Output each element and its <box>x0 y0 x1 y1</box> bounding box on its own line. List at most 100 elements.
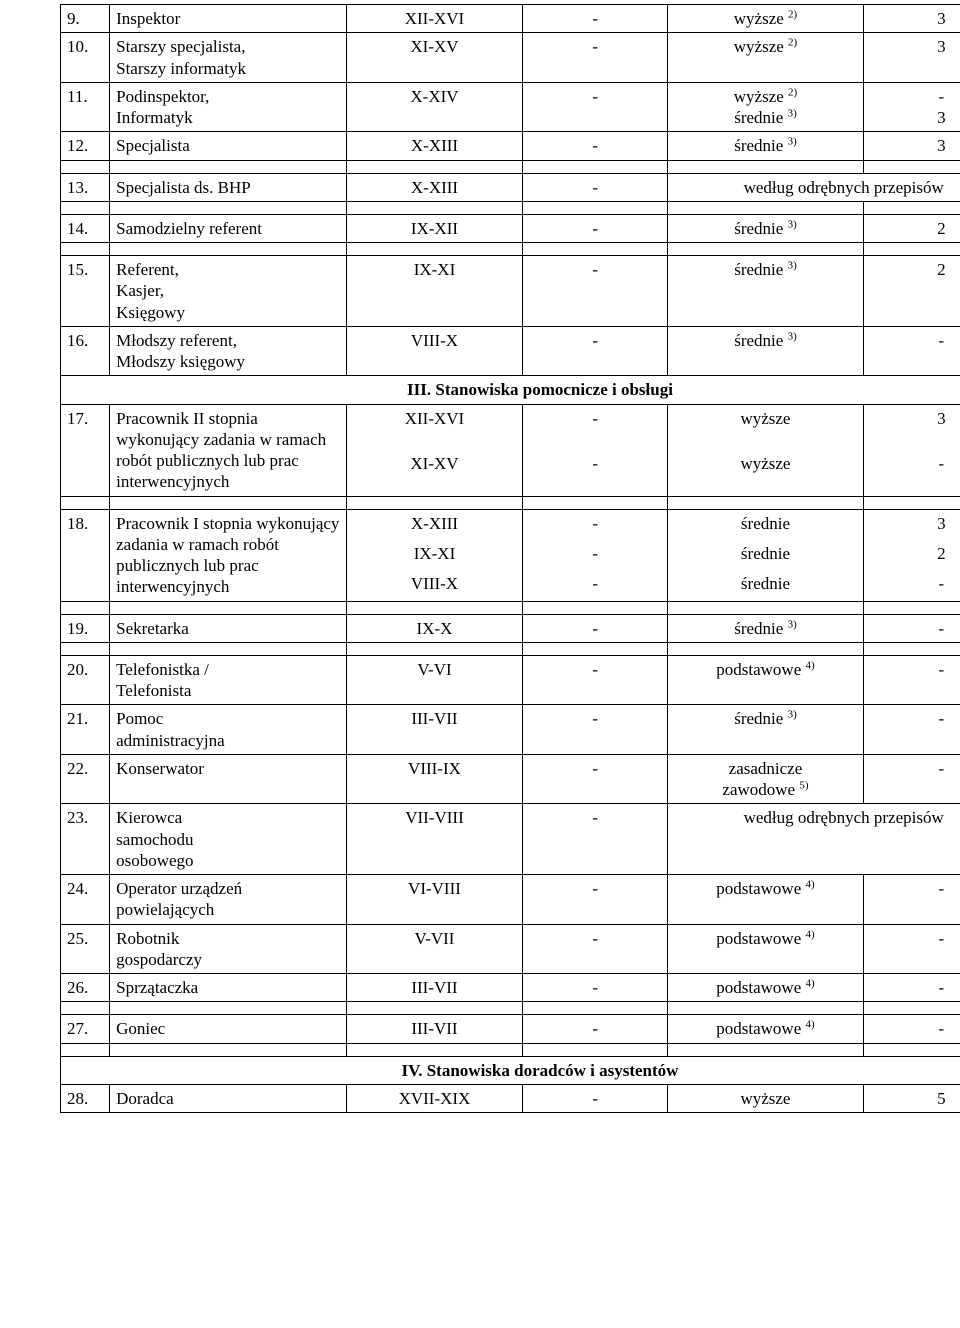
years: - <box>863 570 960 601</box>
category: III-VII <box>346 974 522 1002</box>
section-title: III. Stanowiska pomocnicze i obsługi <box>61 376 960 404</box>
position-name: Telefonistka /Telefonista <box>110 655 347 705</box>
category: VIII-X <box>346 326 522 376</box>
row-number: 26. <box>61 974 110 1002</box>
positions-table: 9. Inspektor XII-XVI - wyższe 2) 3 10. S… <box>60 4 960 1113</box>
table-row: 16. Młodszy referent,Młodszy księgowy VI… <box>61 326 960 376</box>
row-number: 25. <box>61 924 110 974</box>
dash: - <box>523 655 668 705</box>
dash: - <box>523 82 668 132</box>
dash: - <box>523 256 668 327</box>
row-number: 14. <box>61 214 110 242</box>
category: VI-VIII <box>346 875 522 925</box>
table-row: 11. Podinspektor,Informatyk X-XIV - wyżs… <box>61 82 960 132</box>
table-row: 26. Sprzątaczka III-VII - podstawowe 4) … <box>61 974 960 1002</box>
dash: - <box>523 450 668 496</box>
category: IX-XII <box>346 214 522 242</box>
position-name: Pracownik II stopnia wykonujący zadania … <box>110 404 347 496</box>
position-name: Doradca <box>110 1084 347 1112</box>
position-name: Kierowcasamochoduosobowego <box>110 804 347 875</box>
row-number: 19. <box>61 614 110 642</box>
years: 3 <box>863 33 960 83</box>
dash: - <box>523 804 668 875</box>
position-name: Pracownik I stopnia wykonujący zadania w… <box>110 509 347 601</box>
dash: - <box>523 1084 668 1112</box>
position-name: Pomocadministracyjna <box>110 705 347 755</box>
years: 3 <box>863 132 960 160</box>
education: według odrębnych przepisów <box>668 173 960 201</box>
row-number: 23. <box>61 804 110 875</box>
table-row: 17. Pracownik II stopnia wykonujący zada… <box>61 404 960 450</box>
row-number: 13. <box>61 173 110 201</box>
years: - <box>863 754 960 804</box>
education: średnie 3) <box>668 132 863 160</box>
category: XI-XV <box>346 450 522 496</box>
row-number: 10. <box>61 33 110 83</box>
section-header: III. Stanowiska pomocnicze i obsługi <box>61 376 960 404</box>
row-number: 9. <box>61 5 110 33</box>
education: średnie <box>668 540 863 570</box>
position-name: Samodzielny referent <box>110 214 347 242</box>
dash: - <box>523 754 668 804</box>
education: wyższe <box>668 1084 863 1112</box>
category: VIII-IX <box>346 754 522 804</box>
dash: - <box>523 540 668 570</box>
dash: - <box>523 974 668 1002</box>
position-name: Sekretarka <box>110 614 347 642</box>
years: 2 <box>863 540 960 570</box>
position-name: Robotnikgospodarczy <box>110 924 347 974</box>
education: wyższe <box>668 404 863 450</box>
dash: - <box>523 33 668 83</box>
years: - <box>863 326 960 376</box>
row-number: 15. <box>61 256 110 327</box>
row-number: 16. <box>61 326 110 376</box>
dash: - <box>523 326 668 376</box>
table-row: 22. Konserwator VIII-IX - zasadniczezawo… <box>61 754 960 804</box>
spacer-row <box>61 160 960 173</box>
years: - <box>863 450 960 496</box>
years: - <box>863 705 960 755</box>
education: średnie 3) <box>668 214 863 242</box>
category: XI-XV <box>346 33 522 83</box>
row-number: 24. <box>61 875 110 925</box>
table-row: 13. Specjalista ds. BHP X-XIII - według … <box>61 173 960 201</box>
education: zasadniczezawodowe 5) <box>668 754 863 804</box>
years: - <box>863 875 960 925</box>
position-name: Młodszy referent,Młodszy księgowy <box>110 326 347 376</box>
category: V-VII <box>346 924 522 974</box>
education: wyższe 2) <box>668 33 863 83</box>
category: III-VII <box>346 1015 522 1043</box>
position-name: Specjalista ds. BHP <box>110 173 347 201</box>
row-number: 11. <box>61 82 110 132</box>
education: średnie 3) <box>668 614 863 642</box>
years: 5 <box>863 1084 960 1112</box>
position-name: Podinspektor,Informatyk <box>110 82 347 132</box>
position-name: Referent,Kasjer,Księgowy <box>110 256 347 327</box>
position-name: Inspektor <box>110 5 347 33</box>
years: - <box>863 924 960 974</box>
education: podstawowe 4) <box>668 974 863 1002</box>
row-number: 27. <box>61 1015 110 1043</box>
spacer-row <box>61 1002 960 1015</box>
dash: - <box>523 404 668 450</box>
education: średnie 3) <box>668 326 863 376</box>
dash: - <box>523 509 668 540</box>
years: - <box>863 974 960 1002</box>
years: 3 <box>863 5 960 33</box>
education: wyższe <box>668 450 863 496</box>
education: średnie 3) <box>668 705 863 755</box>
education: średnie <box>668 570 863 601</box>
years: - <box>863 614 960 642</box>
category: VII-VIII <box>346 804 522 875</box>
years: -3 <box>863 82 960 132</box>
dash: - <box>523 570 668 601</box>
table-row: 10. Starszy specjalista,Starszy informat… <box>61 33 960 83</box>
category: XII-XVI <box>346 404 522 450</box>
category: X-XIII <box>346 132 522 160</box>
table-row: 12. Specjalista X-XIII - średnie 3) 3 <box>61 132 960 160</box>
table-row: 19. Sekretarka IX-X - średnie 3) - <box>61 614 960 642</box>
row-number: 28. <box>61 1084 110 1112</box>
category: IX-XI <box>346 256 522 327</box>
spacer-row <box>61 201 960 214</box>
table-row: 25. Robotnikgospodarczy V-VII - podstawo… <box>61 924 960 974</box>
